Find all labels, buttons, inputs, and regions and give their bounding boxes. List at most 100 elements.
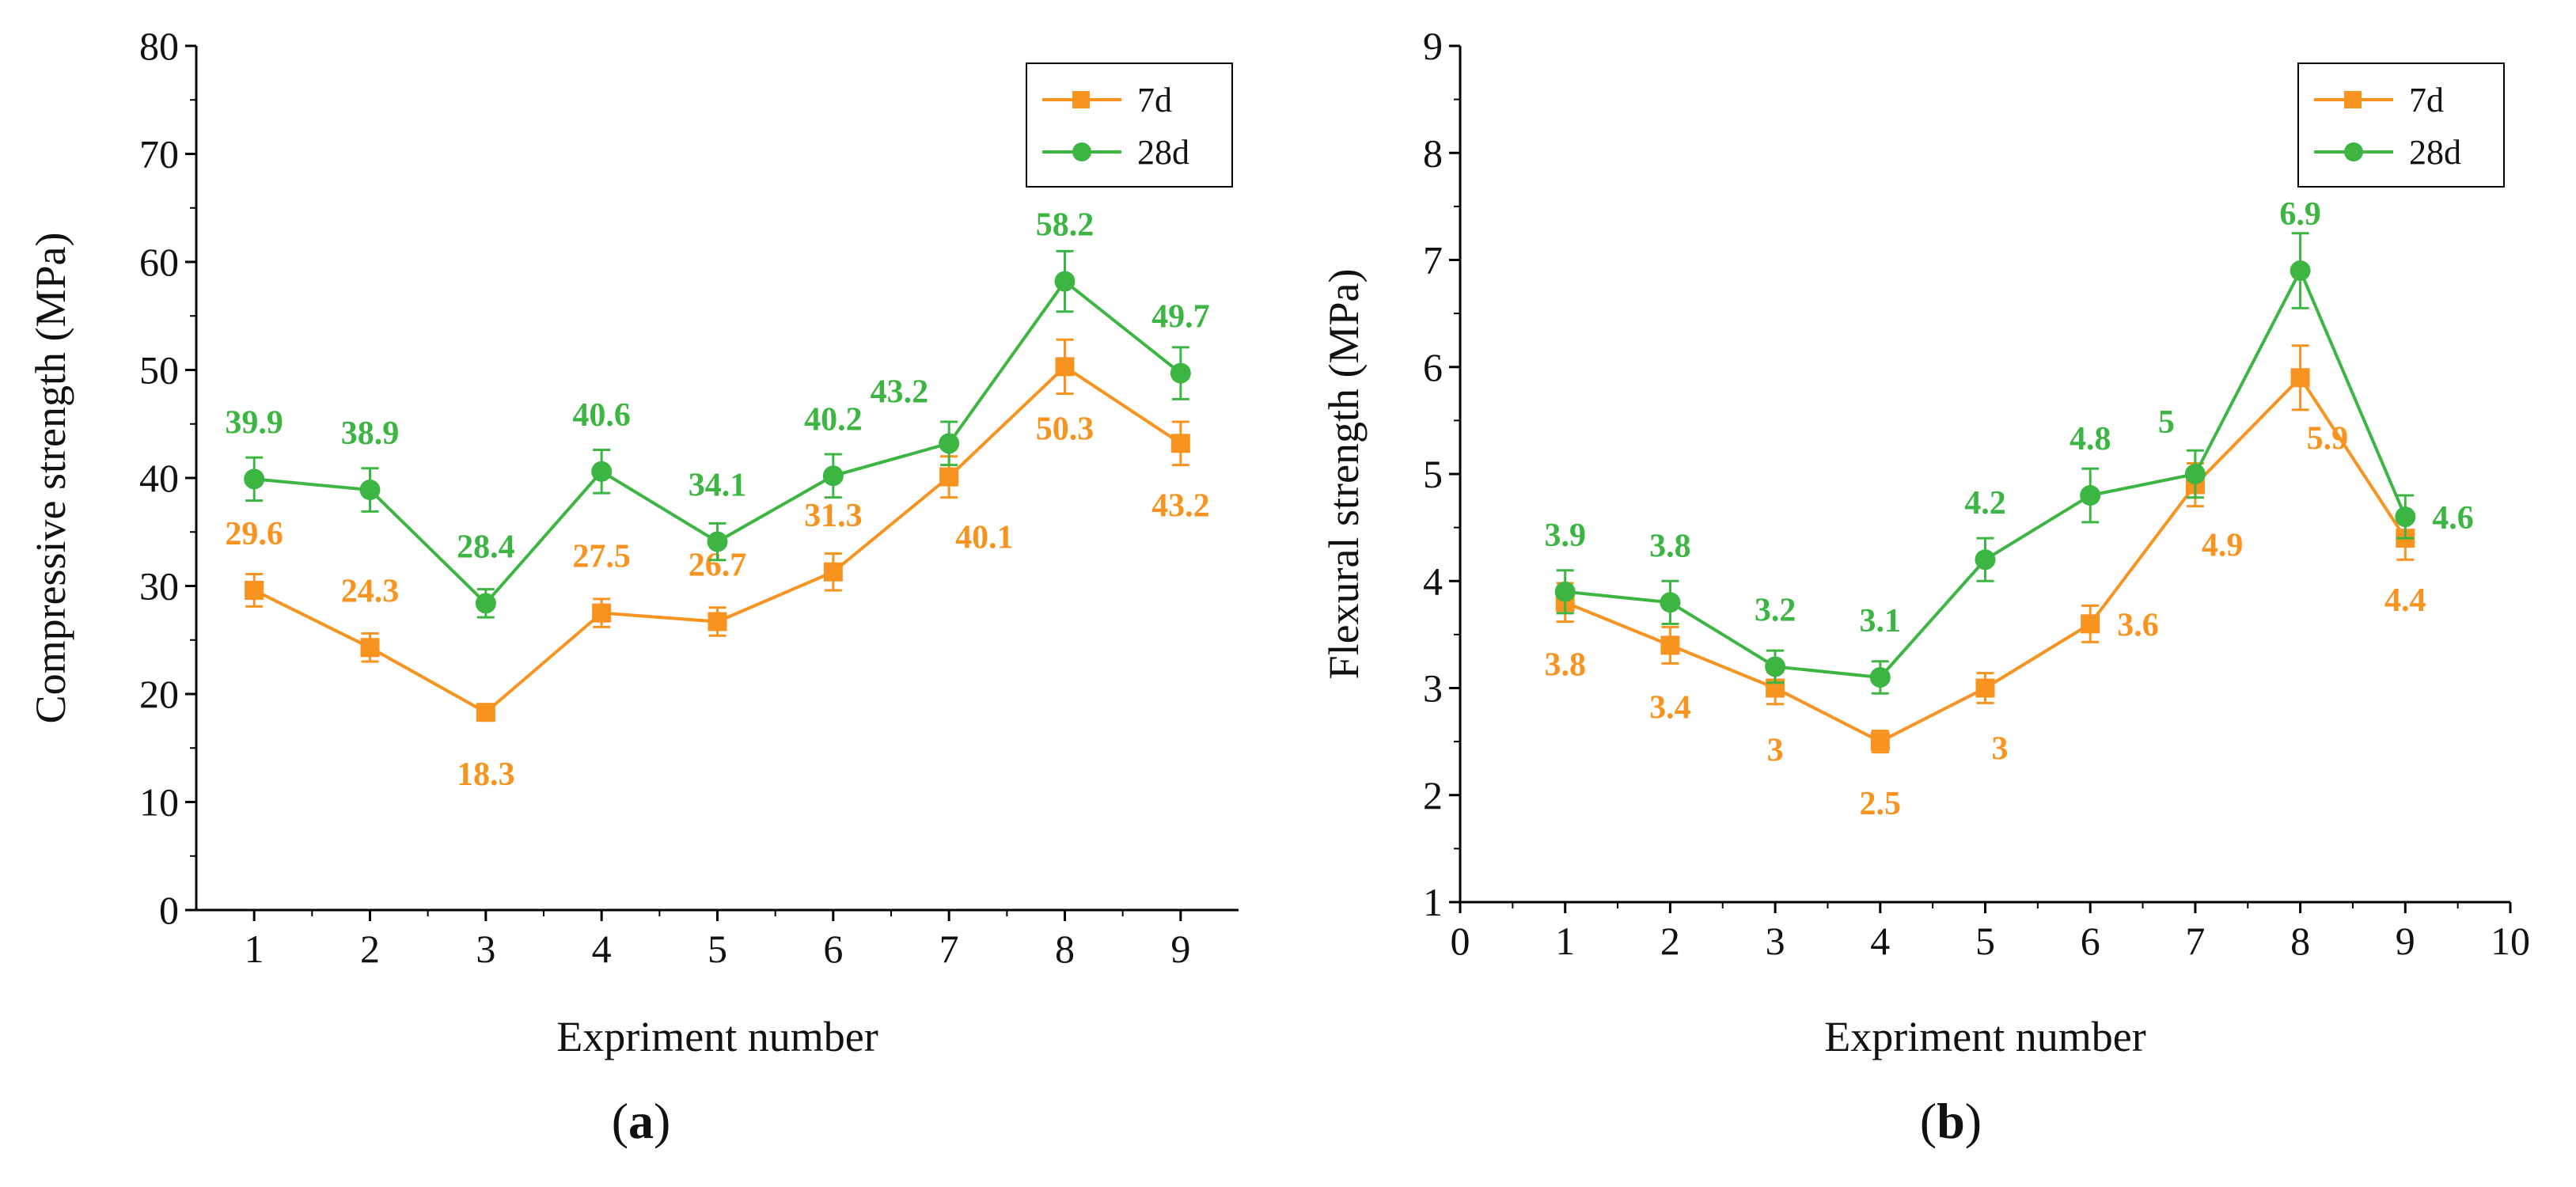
x-tick-label: 4 — [1870, 919, 1890, 963]
y-axis-title: Compressive strength (MPa) — [27, 233, 74, 724]
data-point-7d — [245, 580, 264, 600]
x-tick-label: 3 — [476, 927, 495, 971]
y-tick-label: 5 — [1423, 452, 1443, 496]
legend-label-7d: 7d — [1137, 81, 1172, 119]
data-label-7d: 43.2 — [1151, 487, 1210, 524]
x-tick-label: 6 — [2081, 919, 2100, 963]
data-point-28d — [591, 461, 613, 482]
data-point-28d — [1554, 581, 1576, 602]
panel-label: (a) — [612, 1093, 671, 1149]
x-tick-label: 1 — [1555, 919, 1575, 963]
data-label-28d: 34.1 — [689, 468, 747, 504]
data-point-28d — [822, 465, 844, 487]
data-label-28d: 49.7 — [1151, 299, 1210, 336]
x-tick-label: 5 — [708, 927, 727, 971]
x-tick-label: 7 — [939, 927, 959, 971]
data-point-7d — [708, 612, 727, 631]
legend-marker-28d — [2344, 142, 2363, 161]
data-label-7d: 3.8 — [1544, 647, 1586, 683]
data-label-7d: 4.9 — [2202, 528, 2244, 564]
x-tick-label: 6 — [823, 927, 843, 971]
y-tick-label: 2 — [1423, 773, 1443, 817]
legend-box — [2297, 63, 2505, 188]
data-label-7d: 24.3 — [341, 573, 400, 609]
x-tick-label: 7 — [2185, 919, 2205, 963]
data-label-7d: 4.4 — [2384, 582, 2426, 619]
data-label-7d: 3.6 — [2117, 607, 2159, 643]
y-tick-label: 10 — [139, 780, 179, 825]
x-tick-label: 1 — [245, 927, 264, 971]
x-tick-label: 10 — [2491, 919, 2530, 963]
y-tick-label: 7 — [1423, 238, 1443, 283]
data-point-7d — [1170, 434, 1190, 453]
data-label-28d: 3.1 — [1860, 603, 1902, 639]
y-tick-label: 70 — [139, 132, 179, 176]
data-label-28d: 3.9 — [1544, 518, 1586, 554]
data-point-28d — [2395, 506, 2416, 528]
legend-marker-28d — [1072, 142, 1091, 161]
y-tick-label: 60 — [139, 240, 179, 284]
legend-label-28d: 28d — [1137, 133, 1189, 172]
data-label-28d: 40.2 — [804, 401, 863, 438]
data-point-28d — [1054, 271, 1076, 292]
data-label-7d: 3 — [1992, 731, 2009, 768]
panel-label: (b) — [1920, 1093, 1982, 1149]
data-label-28d: 4.2 — [1964, 485, 2006, 521]
data-point-7d — [360, 638, 380, 658]
x-tick-label: 9 — [1170, 927, 1190, 971]
data-point-7d — [1660, 635, 1680, 655]
panel-a-compressive-strength-chart: 0 10 20 30 40 50 60 70 80 1 2 3 4 5 6 7 8 9 Expriment numb… — [27, 24, 1239, 1149]
data-label-28d: 58.2 — [1036, 207, 1095, 244]
y-tick-label: 20 — [139, 672, 179, 716]
x-tick-label: 8 — [1055, 927, 1075, 971]
data-point-7d — [1975, 678, 1995, 698]
data-point-28d — [707, 531, 728, 552]
data-label-28d: 6.9 — [2279, 196, 2321, 233]
series-7d: 29.624.318.327.5 26.731.340.150.343.2 — [225, 338, 1210, 793]
data-label-7d: 2.5 — [1860, 786, 1902, 822]
data-label-28d: 40.6 — [572, 397, 631, 434]
x-axis-title: Expriment number — [1824, 1013, 2145, 1060]
data-point-28d — [1765, 656, 1786, 677]
data-label-7d: 27.5 — [572, 539, 631, 575]
data-label-7d: 29.6 — [225, 516, 283, 552]
y-tick-label: 30 — [139, 564, 179, 609]
data-label-7d: 18.3 — [457, 757, 515, 793]
data-label-7d: 40.1 — [955, 520, 1014, 556]
data-label-28d: 39.9 — [225, 404, 283, 441]
series-line-28d — [1565, 267, 2407, 680]
data-point-7d — [823, 562, 843, 582]
data-point-28d — [1869, 666, 1891, 688]
data-label-28d: 28.4 — [457, 529, 515, 565]
series-28d: 3.9 3.8 3.2 3.1 4.2 4.8 5 6.9 4.6 — [1544, 196, 2474, 695]
y-tick-label: 3 — [1423, 666, 1443, 711]
x-tick-label: 8 — [2290, 919, 2310, 963]
data-point-28d — [1660, 592, 1681, 613]
data-label-7d: 3.4 — [1649, 689, 1691, 726]
data-point-28d — [359, 480, 381, 501]
data-label-7d: 31.3 — [804, 498, 863, 534]
data-point-28d — [2290, 260, 2311, 282]
data-point-28d — [2184, 464, 2206, 484]
data-point-7d — [1055, 357, 1075, 377]
legend-marker-7d — [2344, 91, 2362, 108]
data-point-28d — [2080, 485, 2101, 506]
data-point-7d — [939, 467, 959, 487]
data-point-28d — [939, 433, 960, 454]
data-point-28d — [475, 593, 496, 614]
legend-label-28d: 28d — [2409, 133, 2461, 172]
x-tick-label: 2 — [1660, 919, 1680, 963]
data-label-28d: 3.8 — [1649, 528, 1691, 564]
y-axis-title: Flexural strength (MPa) — [1320, 269, 1368, 680]
series-28d: 39.9 38.928.440.634.140.243.258.249.7 — [225, 207, 1210, 619]
data-label-28d: 4.8 — [2070, 421, 2111, 457]
data-label-28d: 5 — [2158, 404, 2175, 441]
y-tick-label: 8 — [1423, 131, 1443, 175]
legend-box — [1026, 63, 1233, 188]
data-label-28d: 4.6 — [2432, 500, 2474, 537]
x-tick-label: 0 — [1451, 919, 1470, 963]
y-tick-label: 0 — [159, 888, 179, 932]
y-tick-label: 4 — [1423, 559, 1443, 603]
